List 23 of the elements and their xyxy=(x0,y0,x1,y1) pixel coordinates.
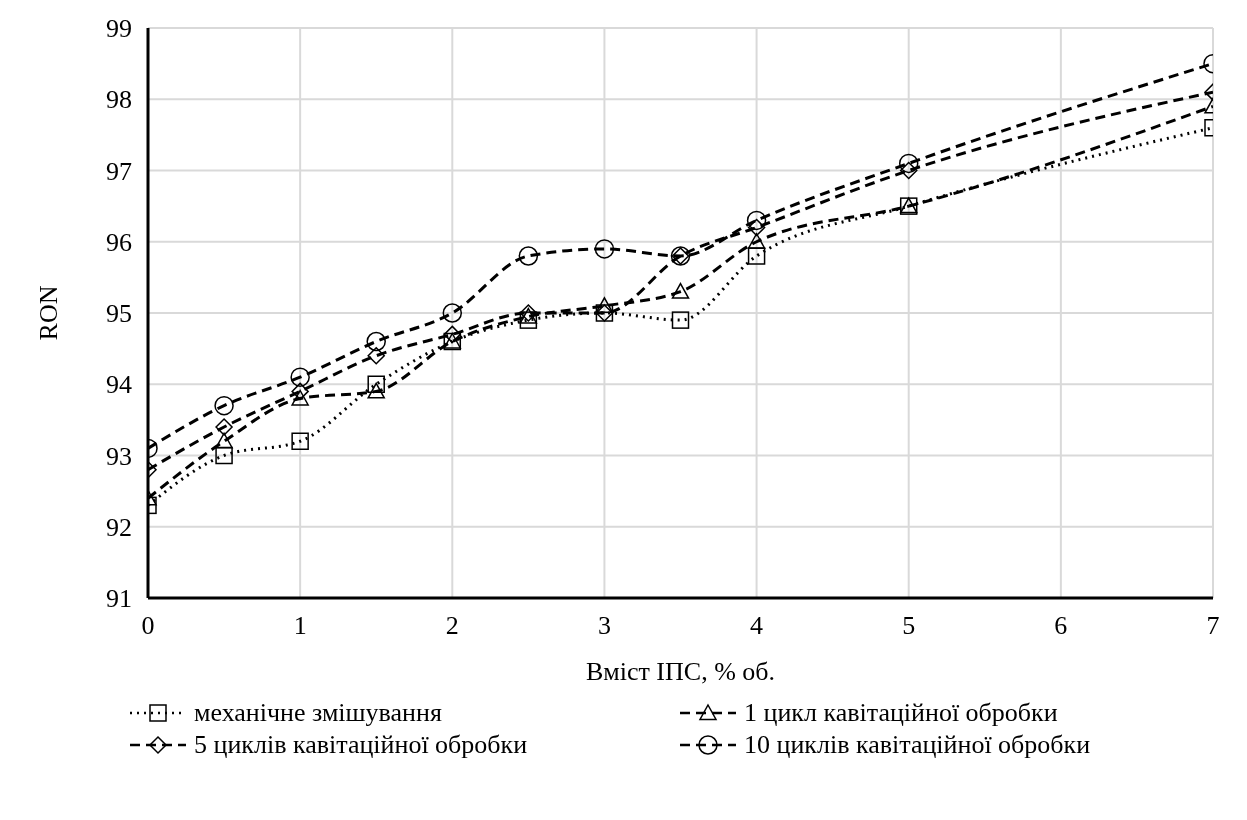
y-tick-label: 97 xyxy=(106,156,132,186)
y-tick-label: 98 xyxy=(106,85,132,115)
y-axis-title: RON xyxy=(34,285,64,341)
x-tick-label: 5 xyxy=(902,611,916,641)
x-tick-label: 3 xyxy=(597,611,611,641)
legend-label: 5 циклів кавітаційної обробки xyxy=(194,730,528,760)
legend-label: 10 циклів кавітаційної обробки xyxy=(744,730,1091,760)
y-tick-label: 93 xyxy=(106,441,132,471)
x-tick-label: 4 xyxy=(750,611,764,641)
y-tick-label: 99 xyxy=(106,14,132,44)
x-tick-label: 7 xyxy=(1206,611,1220,641)
x-tick-label: 1 xyxy=(293,611,307,641)
x-tick-label: 0 xyxy=(141,611,155,641)
x-axis-title: Вміст ІПС, % об. xyxy=(585,657,776,686)
y-tick-label: 92 xyxy=(106,512,132,542)
y-tick-label: 96 xyxy=(106,227,132,257)
y-tick-label: 91 xyxy=(106,584,132,614)
x-tick-label: 6 xyxy=(1054,611,1068,641)
y-tick-label: 94 xyxy=(106,370,132,400)
legend-label: механічне змішування xyxy=(194,698,442,728)
x-tick-label: 2 xyxy=(445,611,459,641)
y-tick-label: 95 xyxy=(106,299,132,329)
legend-label: 1 цикл кавітаційної обробки xyxy=(744,698,1058,728)
